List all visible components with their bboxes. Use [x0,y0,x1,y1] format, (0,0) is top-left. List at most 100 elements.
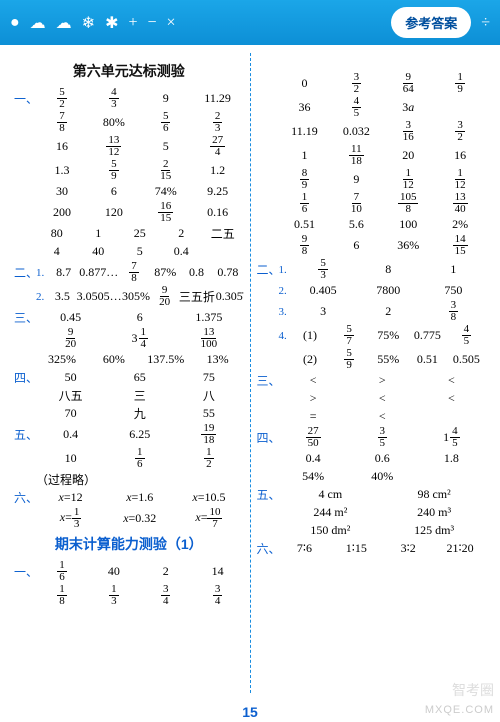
answer-cell: 53 [291,258,356,281]
answer-cell: < [417,373,486,388]
answer-cell: 7800 [356,283,421,298]
answer-cell: 75% [369,328,408,343]
answer-cell: 3∶2 [382,541,434,556]
answer-row: 30674%9.25 [14,183,244,200]
left-column: 第六单元达标测验一、5243911.297880%562316131252741… [8,53,250,693]
answer-row: ><< [257,390,487,407]
cloud-icon: ☁ [30,13,46,33]
answer-cell: 100 [382,217,434,232]
answer-cell: 920 [36,327,105,350]
answer-cell: 0.78 [212,265,243,280]
answer-cell: 38 [421,300,486,323]
answer-cell: 0.877… [79,265,118,280]
answer-cell: 25 [119,226,161,241]
answer-cell: 16 [279,192,331,215]
answer-cell: 1.3 [36,163,88,178]
answer-cell: 0.032 [330,124,382,139]
answer-cell: 305% [122,289,151,304]
answer-cell: 40% [348,469,417,484]
item-number: 3. [279,306,291,318]
section-label: 三、 [257,372,279,389]
answer-cell: < [417,391,486,406]
answer-cell: 3 [291,304,356,319]
section-label: 一、 [14,90,36,107]
answer-row: 325%60%137.5%13% [14,351,244,368]
answer-cell: 1 [421,262,486,277]
item-number: 2. [279,285,291,297]
answer-cell: 80 [36,226,78,241]
answer-cell: 316 [382,120,434,143]
answer-cell: 54% [279,469,348,484]
answer-cell: 34 [192,584,244,607]
answer-cell: 32 [330,72,382,95]
answer-cell: 0.51 [279,217,331,232]
answer-cell: 13 [88,584,140,607]
answer-cell: 23 [192,111,244,134]
item-number: 2. [36,291,48,303]
answer-cell: 6 [88,184,140,199]
content-area: 第六单元达标测验一、5243911.297880%562316131252741… [0,45,500,697]
answer-row: 54%40% [257,468,487,485]
answer-cell: (2) [291,352,330,367]
answer-cell: 1118 [330,144,382,167]
answer-cell: 2 [140,564,192,579]
unit-title: 第六单元达标测验 [14,61,244,81]
answer-cell: 13100 [174,327,243,350]
answer-row: =< [257,408,487,425]
answer-cell: 8 [356,262,421,277]
answer-cell: 150 dm² [279,523,383,538]
answer-cell: 7∶6 [279,541,331,556]
answer-cell: 59 [330,348,369,371]
topbar-icons: ● ☁ ☁ ❄ ✱ + − × [10,13,391,33]
section-label: 五、 [14,426,36,443]
answer-cell: x=107 [174,507,243,530]
answer-cell: 9 [140,91,192,106]
answer-cell: 274 [192,135,244,158]
answer-cell: = [279,409,348,424]
answer-cell: > [279,391,348,406]
answer-cell: 4 cm [279,487,383,502]
answer-cell: 35 [348,426,417,449]
section-label: 二、 [257,261,279,278]
answer-row: 2.3.53.0505…305%920三五折0.305̇ [14,285,244,308]
answer-row: 11.190.03231632 [257,120,487,143]
answer-row: 二、1.8.70.877…7887%0.80.78 [14,261,244,284]
section-label: 六、 [14,489,36,506]
answer-cell: 6.25 [105,427,174,442]
answer-cell: 3.0505… [77,289,122,304]
answer-cell: 2 [161,226,203,241]
answer-row: 六、7∶61∶153∶221∶20 [257,540,487,557]
answer-cell: 三 [105,387,174,404]
answer-cell: 5 [119,244,161,259]
answer-cell: 30 [36,184,88,199]
answer-cell: 1.8 [417,451,486,466]
answer-cell: 145 [417,426,486,449]
answer-cell: 0.45 [36,310,105,325]
answer-cell: 50 [36,370,105,385]
answer-cell: 21∶20 [434,541,486,556]
answer-row: 1.3592151.2 [14,159,244,182]
section-label: 一、 [14,563,36,580]
answer-cell: 八 [174,387,243,404]
answer-cell: 244 m² [279,505,383,520]
answer-cell: 32 [434,120,486,143]
answer-cell: 0.4 [36,427,105,442]
answer-cell: 59 [88,159,140,182]
answer-cell: < [348,391,417,406]
answer-cell: 56 [140,111,192,134]
answer-row: 03296419 [257,72,487,95]
answer-cell: 0.6 [348,451,417,466]
section-label: 二、 [14,264,36,281]
answer-row: 三、0.4561.375 [14,309,244,326]
answer-cell: 43 [88,87,140,110]
answer-cell: 45 [330,96,382,119]
section-label: 五、 [257,486,279,503]
answer-row: 101612 [14,447,244,470]
answer-cell: 二五 [202,225,244,242]
answer-cell: 70 [36,406,105,421]
cloud2-icon: ☁ [56,13,72,33]
answer-row: 五、0.46.251918 [14,423,244,446]
answer-cell: 0.4 [161,244,203,259]
answer-cell: 2% [434,217,486,232]
minus-icon: − [148,14,157,32]
